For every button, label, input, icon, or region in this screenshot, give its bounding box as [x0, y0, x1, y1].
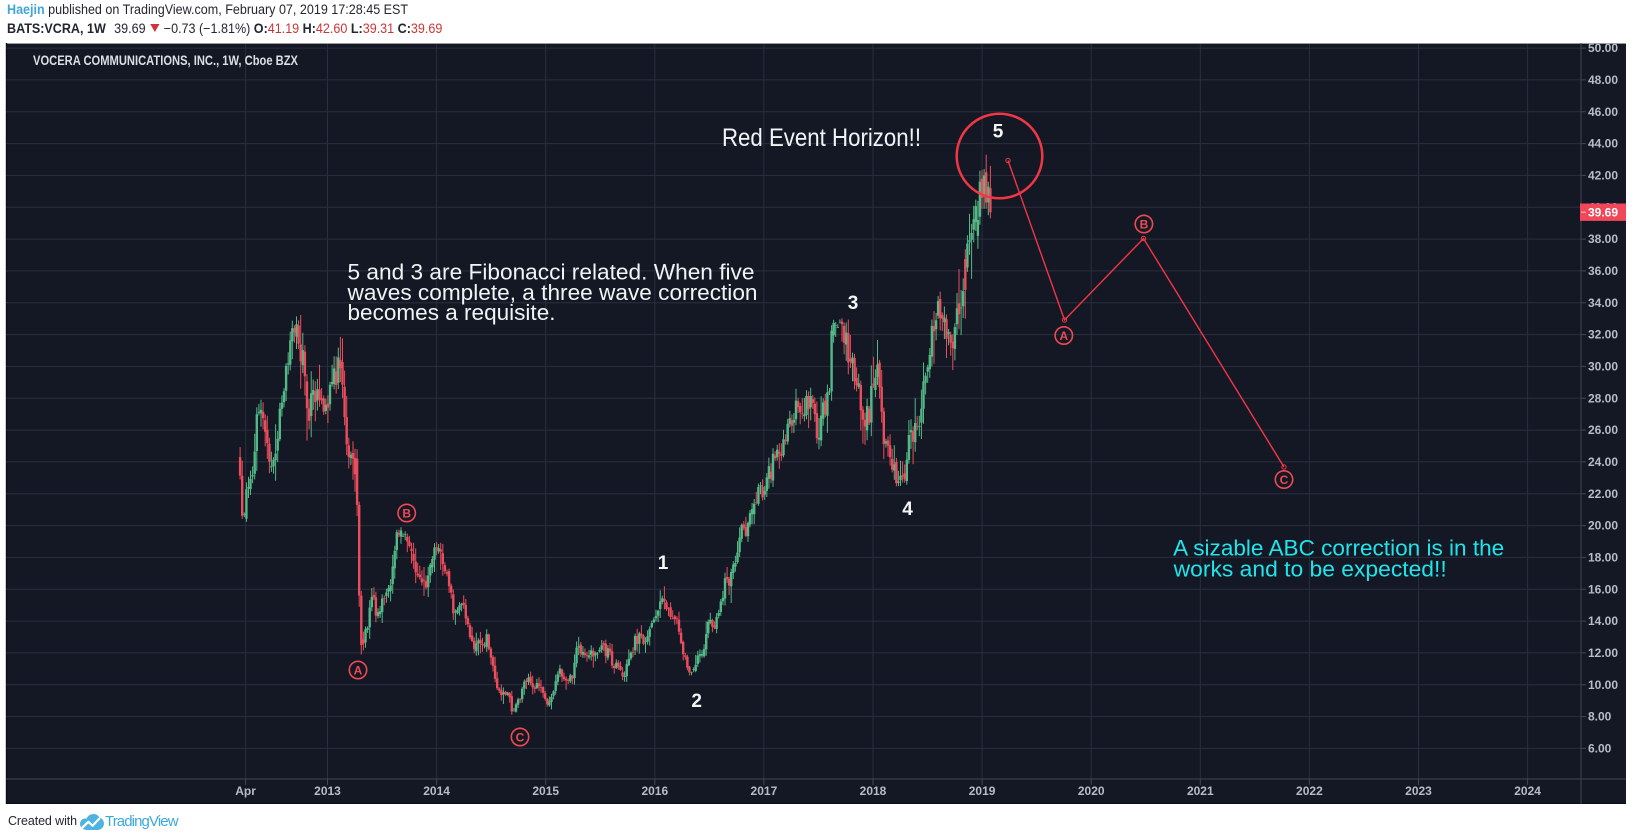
svg-text:VOCERA COMMUNICATIONS, INC., 1: VOCERA COMMUNICATIONS, INC., 1W, Cboe BZ… [33, 53, 298, 68]
svg-text:2024: 2024 [1514, 784, 1541, 798]
svg-text:34.00: 34.00 [1588, 296, 1618, 310]
svg-text:waves complete, a three wave c: waves complete, a three wave correction [346, 280, 757, 305]
svg-text:44.00: 44.00 [1588, 137, 1618, 151]
svg-text:3: 3 [848, 293, 859, 314]
svg-text:1: 1 [658, 553, 669, 574]
svg-text:39.69: 39.69 [1588, 205, 1618, 219]
svg-text:50.00: 50.00 [1588, 41, 1618, 55]
svg-text:28.00: 28.00 [1588, 391, 1618, 405]
svg-text:18.00: 18.00 [1588, 550, 1618, 564]
svg-text:2017: 2017 [751, 784, 778, 798]
svg-text:38.00: 38.00 [1588, 232, 1618, 246]
svg-text:48.00: 48.00 [1588, 73, 1618, 87]
svg-text:A: A [354, 663, 363, 677]
svg-text:2022: 2022 [1296, 784, 1323, 798]
svg-text:A: A [1059, 329, 1068, 343]
svg-text:2019: 2019 [969, 784, 996, 798]
svg-text:works and to be expected!!: works and to be expected!! [1173, 556, 1447, 581]
svg-text:16.00: 16.00 [1588, 582, 1618, 596]
svg-text:24.00: 24.00 [1588, 455, 1618, 469]
svg-text:36.00: 36.00 [1588, 264, 1618, 278]
svg-text:2021: 2021 [1187, 784, 1214, 798]
svg-text:26.00: 26.00 [1588, 423, 1618, 437]
svg-text:Red Event Horizon!!: Red Event Horizon!! [722, 124, 921, 152]
svg-text:30.00: 30.00 [1588, 359, 1618, 373]
svg-text:2: 2 [691, 691, 702, 712]
svg-text:2023: 2023 [1405, 784, 1432, 798]
svg-text:5 and 3 are Fibonacci related.: 5 and 3 are Fibonacci related. When five [348, 260, 755, 285]
svg-text:46.00: 46.00 [1588, 105, 1618, 119]
svg-text:Apr: Apr [235, 784, 256, 798]
svg-text:20.00: 20.00 [1588, 519, 1618, 533]
svg-text:2013: 2013 [314, 784, 341, 798]
svg-text:5: 5 [993, 122, 1004, 143]
svg-text:32.00: 32.00 [1588, 328, 1618, 342]
svg-text:14.00: 14.00 [1588, 614, 1618, 628]
svg-text:10.00: 10.00 [1588, 678, 1618, 692]
svg-text:B: B [1140, 217, 1149, 231]
svg-text:8.00: 8.00 [1588, 710, 1612, 724]
svg-text:C: C [516, 730, 525, 744]
svg-text:2015: 2015 [532, 784, 559, 798]
svg-text:2014: 2014 [423, 784, 450, 798]
svg-text:becomes a requisite.: becomes a requisite. [348, 300, 556, 325]
svg-text:22.00: 22.00 [1588, 487, 1618, 501]
svg-text:42.00: 42.00 [1588, 168, 1618, 182]
svg-text:2016: 2016 [641, 784, 668, 798]
svg-text:2020: 2020 [1078, 784, 1105, 798]
svg-text:4: 4 [902, 499, 913, 520]
svg-text:A sizable ABC correction is in: A sizable ABC correction is in the [1173, 535, 1504, 560]
svg-text:C: C [1280, 473, 1289, 487]
svg-text:12.00: 12.00 [1588, 646, 1618, 660]
svg-text:2018: 2018 [860, 784, 887, 798]
svg-text:6.00: 6.00 [1588, 741, 1612, 755]
svg-text:B: B [402, 506, 411, 520]
